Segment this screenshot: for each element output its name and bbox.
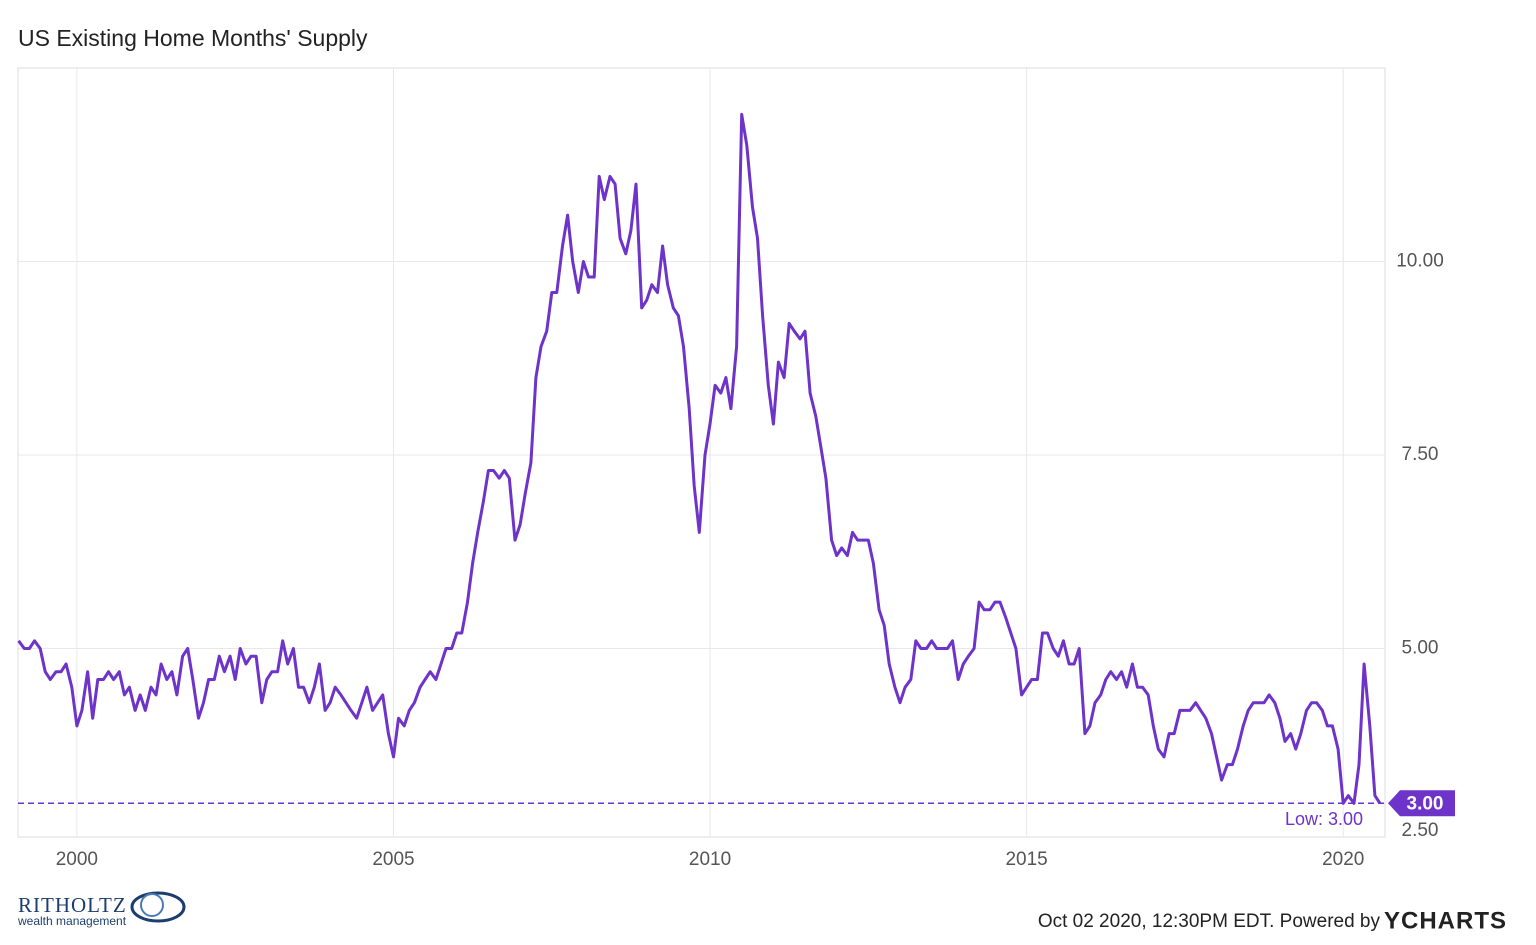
brand: YCHARTS [1384, 907, 1507, 934]
logo-tagline: wealth management [17, 914, 127, 928]
chart-title: US Existing Home Months' Supply [18, 25, 368, 51]
low-annotation: Low: 3.00 [1285, 809, 1363, 829]
x-tick-label: 2005 [372, 849, 414, 870]
logo-mark [140, 893, 164, 917]
x-tick-label: 2015 [1005, 849, 1047, 870]
plot-frame [17, 67, 1386, 838]
x-tick-label: 2020 [1322, 849, 1364, 870]
data-line [17, 112, 1382, 805]
y-tick-label: 2.50 [1402, 820, 1439, 841]
x-tick-label: 2000 [56, 849, 98, 870]
logo: RITHOLTZ wealth management [17, 891, 186, 928]
footer: Oct 02 2020, 12:30PM EDT. Powered by [1038, 911, 1381, 932]
y-tick-label: 10.00 [1396, 251, 1444, 272]
logo-name: RITHOLTZ [18, 893, 127, 917]
logo-mark [130, 891, 186, 923]
y-tick-label: 7.50 [1402, 444, 1439, 465]
x-tick-label: 2010 [689, 849, 731, 870]
value-badge-label: 3.00 [1407, 793, 1444, 814]
y-tick-label: 5.00 [1402, 638, 1439, 659]
value-badge [1388, 790, 1455, 817]
